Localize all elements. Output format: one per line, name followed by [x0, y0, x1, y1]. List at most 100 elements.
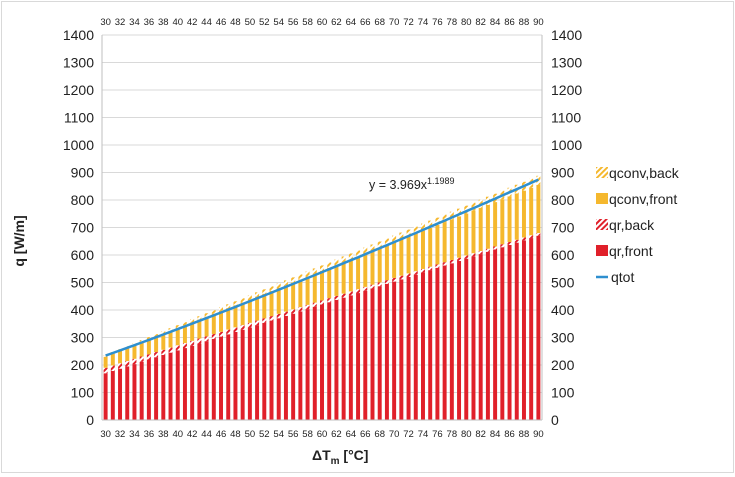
bar-qconv-front	[334, 265, 339, 296]
bar-qr-back	[457, 257, 462, 261]
bar-qr-front	[413, 274, 418, 420]
bar-qconv-front	[363, 253, 368, 287]
bar-qconv-front	[219, 310, 223, 332]
x-tick-label-bottom: 58	[302, 429, 313, 440]
bar-qr-front	[118, 368, 123, 420]
bar-qr-back	[384, 280, 389, 284]
y-tick-label-left: 1100	[64, 110, 94, 126]
bar-qconv-back	[421, 223, 425, 231]
bar-qconv-back	[154, 334, 159, 337]
legend-swatch-qr-front	[596, 245, 608, 256]
x-tick-label-bottom: 80	[461, 429, 472, 440]
legend-label-qtot: qtot	[611, 269, 634, 285]
bar-qconv-front	[413, 233, 418, 272]
qtot-line-group	[105, 178, 539, 357]
x-tick-label-top: 46	[216, 17, 227, 28]
bar-qr-front	[146, 359, 151, 420]
y-tick-label-left: 1000	[63, 137, 94, 153]
x-tick-label-bottom: 56	[288, 429, 299, 440]
bar-qconv-front	[377, 247, 382, 283]
bar-qconv-front	[392, 242, 397, 278]
bar-qr-back	[421, 268, 425, 273]
bar-qr-front	[428, 270, 433, 420]
x-tick-label-bottom: 32	[115, 429, 126, 440]
bar-qconv-front	[255, 296, 260, 321]
bar-qr-back	[370, 284, 375, 289]
bar-qr-front	[449, 263, 454, 420]
bar-qconv-back	[175, 325, 180, 329]
bar-qr-back	[428, 266, 433, 271]
bar-qr-back	[146, 354, 151, 360]
bar-qconv-front	[125, 348, 130, 362]
bar-qr-back	[211, 334, 216, 339]
bar-qconv-front	[291, 282, 296, 310]
bar-qconv-back	[211, 310, 216, 314]
bar-qr-front	[204, 341, 209, 420]
bar-qr-front	[103, 373, 108, 420]
bar-qr-front	[485, 251, 490, 420]
bar-qr-front	[384, 283, 389, 420]
legend-label-qr-back: qr,back	[609, 217, 655, 233]
bar-qr-back	[204, 336, 209, 342]
x-tick-label-bottom: 86	[504, 429, 515, 440]
bar-qr-front	[190, 345, 195, 420]
bar-qr-front	[529, 238, 534, 420]
bar-qconv-front	[283, 285, 288, 312]
bar-qconv-back	[197, 316, 202, 320]
bar-qconv-back	[247, 295, 252, 300]
bar-qr-front	[132, 364, 137, 420]
bar-qr-back	[283, 311, 288, 316]
bar-qr-back	[327, 298, 332, 303]
bar-qr-front	[305, 309, 310, 420]
x-tick-label-top: 32	[115, 17, 126, 28]
bar-qconv-back	[370, 244, 375, 251]
bar-qconv-front	[139, 342, 144, 357]
bar-qr-front	[327, 302, 332, 420]
x-tick-label-top: 40	[172, 17, 183, 28]
bar-qr-front	[182, 348, 187, 420]
bar-qr-back	[521, 237, 526, 241]
bar-qconv-front	[507, 196, 512, 242]
x-tick-label-bottom: 50	[245, 429, 256, 440]
bars-group	[103, 175, 541, 420]
bar-qr-front	[514, 242, 519, 420]
x-tick-label-bottom: 64	[346, 429, 357, 440]
bar-qconv-back	[406, 229, 411, 237]
y-tick-label-right: 200	[551, 357, 575, 373]
y-tick-label-right: 500	[551, 275, 575, 291]
bar-qr-front	[406, 277, 411, 420]
x-tick-label-top: 54	[273, 17, 284, 28]
x-tick-label-top: 80	[461, 17, 472, 28]
bar-qr-front	[255, 325, 260, 420]
x-tick-label-bottom: 36	[144, 429, 155, 440]
x-tick-label-top: 68	[374, 17, 385, 28]
bar-qr-back	[435, 264, 440, 268]
y-tick-label-left: 900	[71, 165, 95, 181]
bar-qr-front	[283, 315, 288, 420]
y-tick-label-left: 300	[71, 330, 95, 346]
bar-qr-back	[471, 253, 476, 257]
bar-qr-front	[197, 343, 202, 420]
bar-qconv-front	[204, 316, 209, 337]
bar-qconv-front	[485, 204, 490, 249]
bar-qconv-back	[320, 265, 324, 271]
bar-qconv-front	[529, 187, 534, 236]
bar-qconv-back	[449, 211, 454, 220]
bar-qconv-front	[182, 325, 187, 344]
x-tick-label-bottom: 34	[129, 429, 140, 440]
bar-qr-back	[139, 356, 144, 362]
bar-qconv-front	[103, 356, 108, 368]
legend-label-qr-front: qr,front	[609, 243, 653, 259]
bar-qr-back	[298, 307, 303, 312]
x-axis-title: ΔTm [°C]	[312, 447, 368, 467]
bar-qconv-front	[298, 279, 303, 308]
bar-qr-back	[190, 340, 195, 346]
bar-qconv-back	[298, 274, 303, 280]
bar-qconv-front	[478, 207, 483, 251]
bar-qr-front	[161, 354, 166, 420]
bar-qr-front	[471, 256, 476, 420]
x-tick-label-top: 58	[302, 17, 313, 28]
bar-qr-back	[529, 235, 534, 239]
x-tick-label-top: 30	[100, 17, 111, 28]
